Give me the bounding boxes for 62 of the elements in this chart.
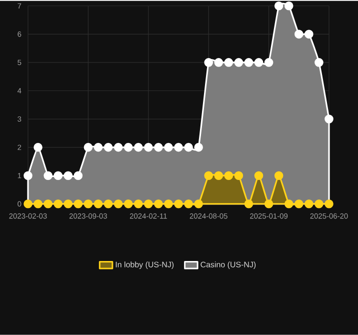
- point: [54, 200, 62, 208]
- point: [94, 200, 103, 208]
- point: [84, 200, 93, 208]
- point: [34, 200, 42, 208]
- point: [164, 200, 173, 208]
- point: [254, 171, 264, 180]
- point: [274, 2, 284, 10]
- point: [174, 142, 183, 152]
- point: [154, 200, 163, 208]
- point: [144, 200, 153, 208]
- point: [254, 58, 264, 67]
- point: [114, 142, 123, 152]
- point: [164, 142, 173, 152]
- point: [304, 200, 314, 208]
- point: [314, 58, 324, 67]
- point: [244, 200, 254, 208]
- point: [34, 142, 42, 152]
- point: [174, 200, 183, 208]
- point: [144, 142, 153, 152]
- point: [294, 200, 304, 208]
- point: [94, 142, 103, 152]
- point: [84, 142, 93, 152]
- point: [24, 171, 32, 180]
- point: [24, 200, 32, 208]
- point: [274, 171, 284, 180]
- point: [264, 200, 274, 208]
- point: [224, 58, 234, 67]
- point: [304, 30, 314, 39]
- point: [234, 171, 244, 180]
- point: [44, 171, 52, 180]
- point: [44, 200, 52, 208]
- point: [104, 142, 113, 152]
- point: [64, 200, 73, 208]
- point: [74, 171, 83, 180]
- point: [264, 58, 274, 67]
- point: [184, 200, 193, 208]
- point: [214, 58, 224, 67]
- point: [284, 2, 294, 10]
- point: [324, 200, 334, 208]
- point: [104, 200, 113, 208]
- point: [114, 200, 123, 208]
- point: [204, 171, 214, 180]
- point: [154, 142, 163, 152]
- point: [294, 30, 304, 39]
- point: [284, 200, 294, 208]
- point: [204, 58, 214, 67]
- point: [194, 142, 203, 152]
- point: [124, 142, 133, 152]
- point: [324, 114, 334, 124]
- point: [184, 142, 193, 152]
- point: [244, 58, 254, 67]
- point: [124, 200, 133, 208]
- point: [134, 142, 143, 152]
- point: [314, 200, 324, 208]
- point: [64, 171, 73, 180]
- point: [234, 58, 244, 67]
- point: [134, 200, 143, 208]
- point: [54, 171, 62, 180]
- point: [74, 200, 83, 208]
- point: [194, 200, 203, 208]
- point: [224, 171, 234, 180]
- point: [214, 171, 224, 180]
